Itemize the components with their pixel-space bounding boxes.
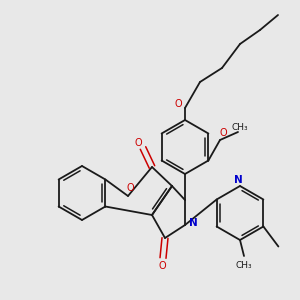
Text: N: N — [234, 175, 242, 185]
Text: O: O — [134, 138, 142, 148]
Text: N: N — [189, 218, 197, 228]
Text: O: O — [219, 128, 227, 138]
Text: CH₃: CH₃ — [236, 260, 252, 269]
Text: O: O — [158, 261, 166, 271]
Text: O: O — [174, 99, 182, 109]
Text: CH₃: CH₃ — [232, 124, 248, 133]
Text: O: O — [126, 183, 134, 193]
